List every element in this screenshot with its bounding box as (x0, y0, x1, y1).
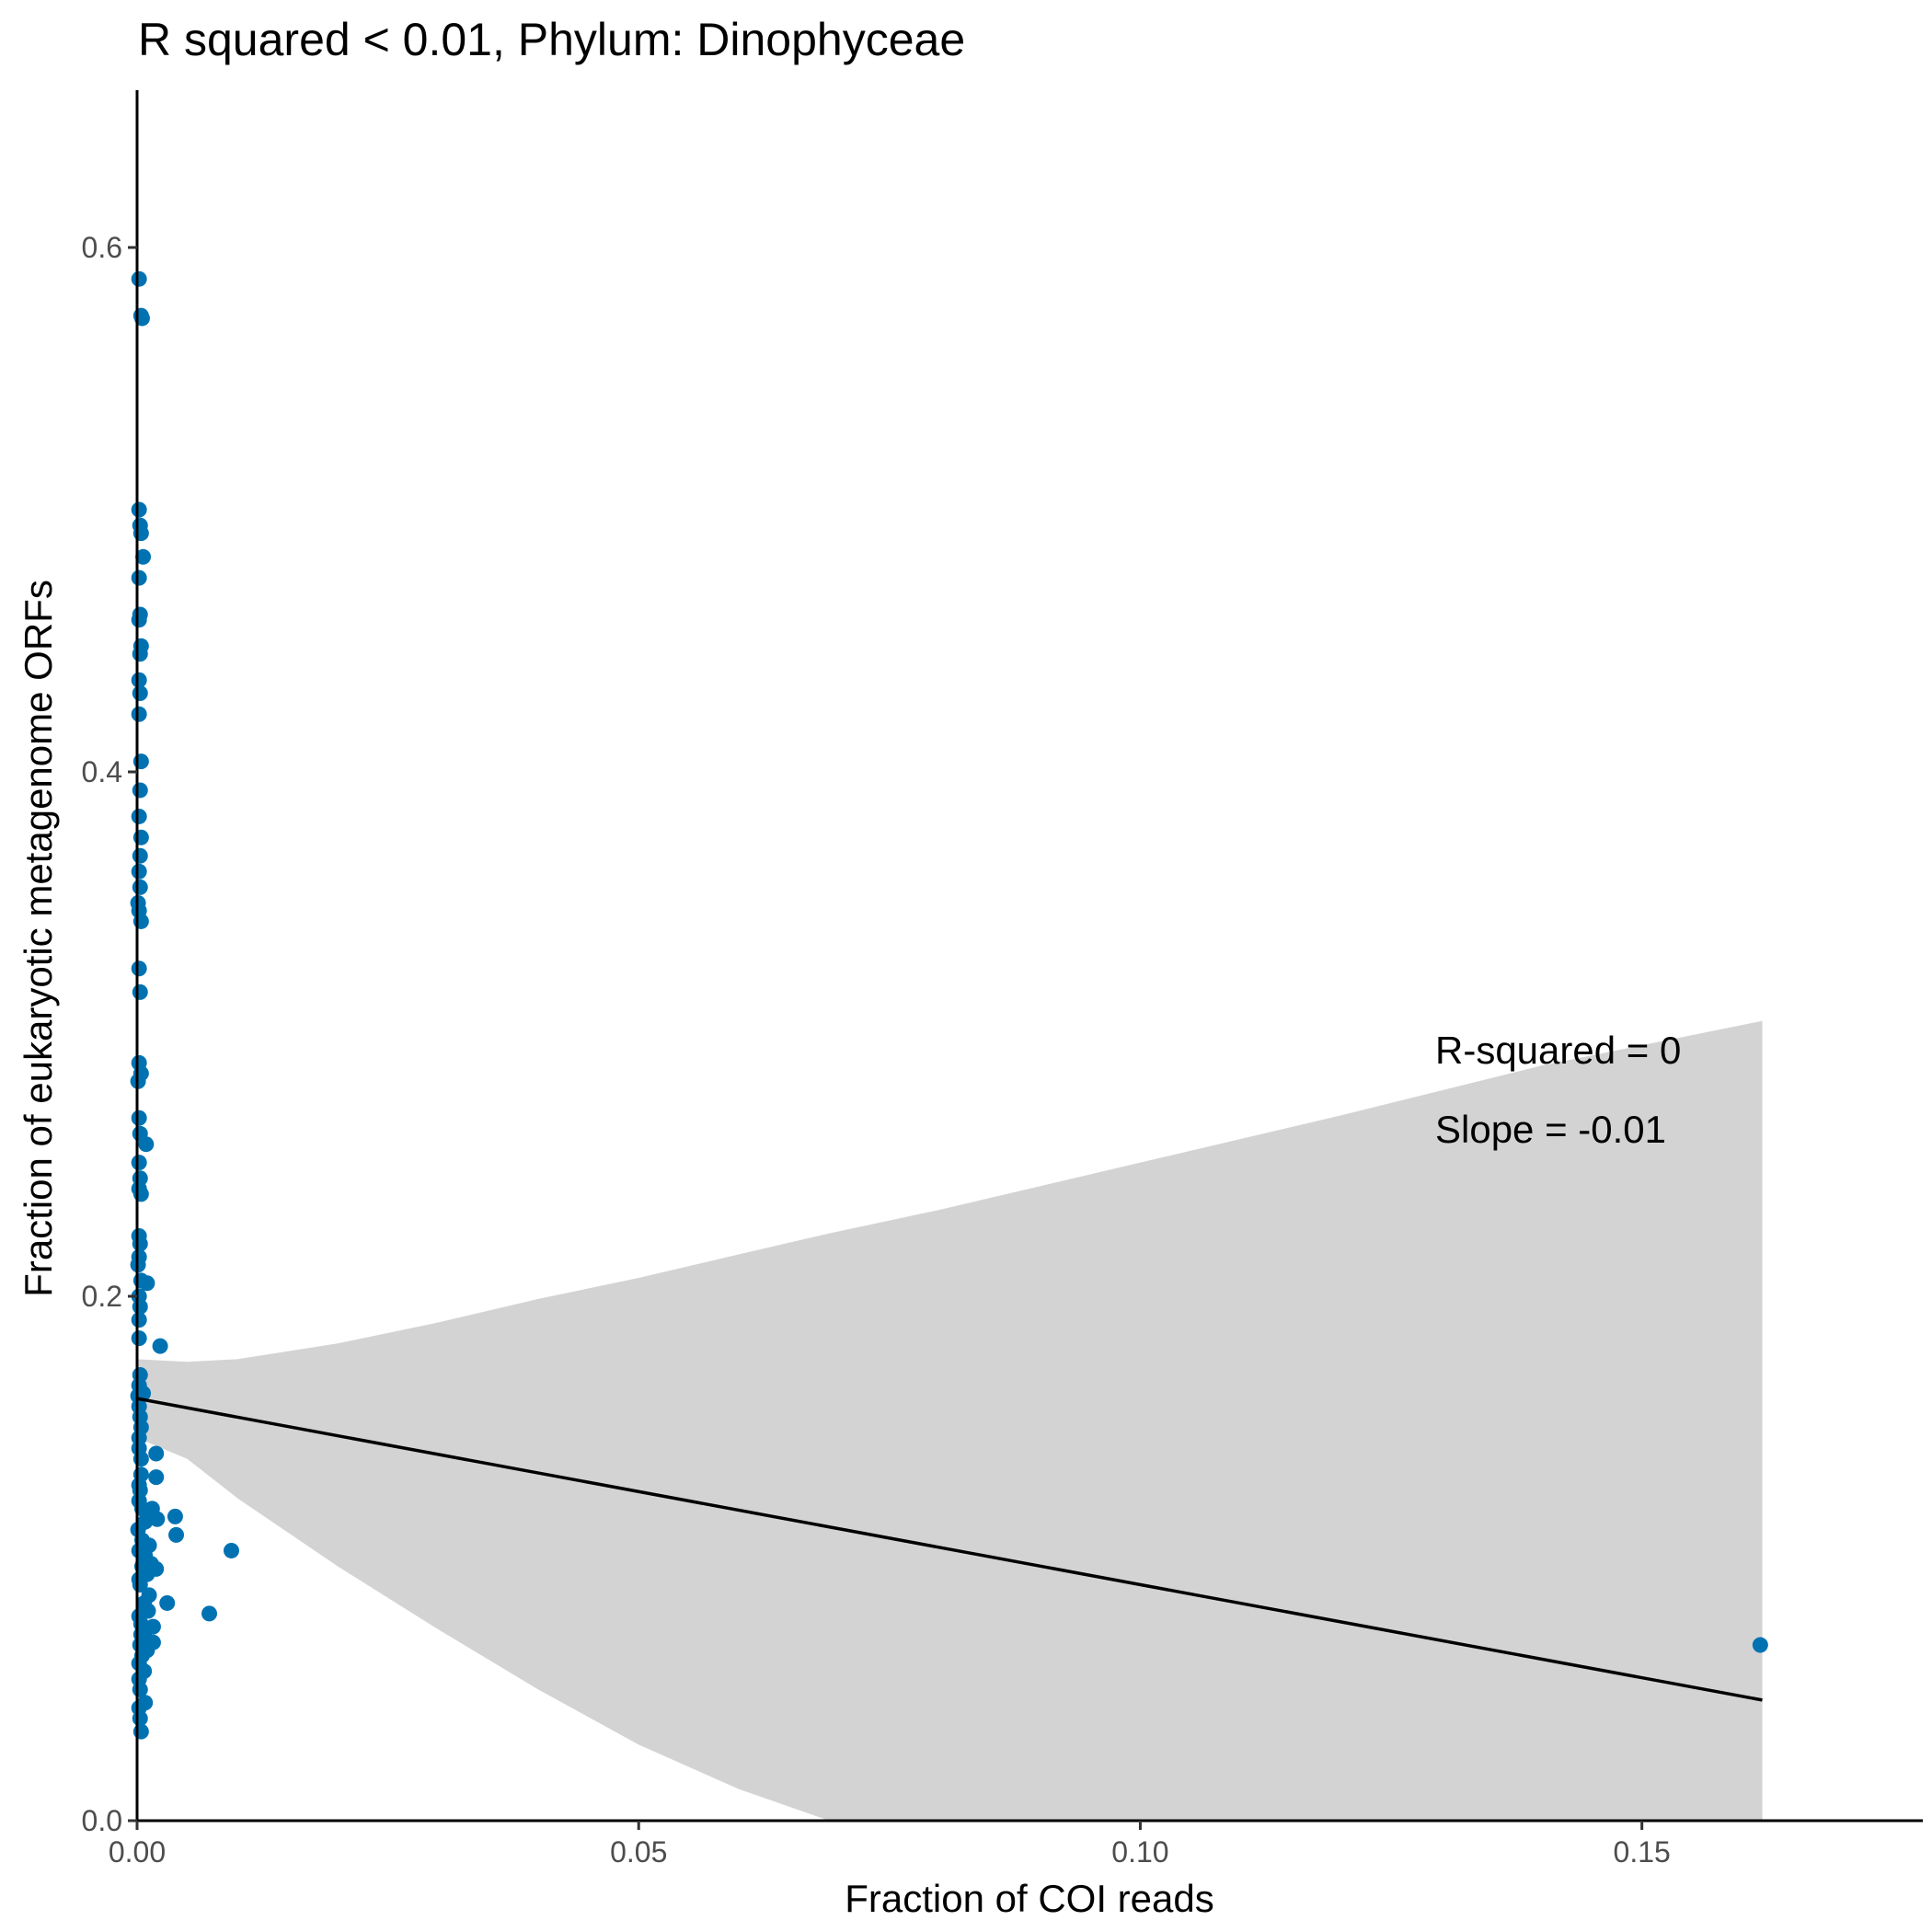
data-point (131, 1330, 147, 1347)
data-point (131, 1312, 147, 1328)
y-tick-label: 0.2 (82, 1280, 122, 1313)
data-point (132, 646, 148, 662)
data-point (224, 1542, 240, 1558)
confidence-band-layer (137, 1020, 1763, 1821)
data-point (132, 847, 148, 864)
data-point (131, 612, 147, 628)
data-point (132, 782, 148, 799)
data-point (131, 672, 147, 688)
data-point (131, 808, 147, 824)
y-tick-label: 0.6 (82, 231, 122, 264)
data-point (132, 685, 148, 701)
data-point (131, 1110, 147, 1126)
data-point (132, 525, 149, 542)
data-point (132, 753, 149, 770)
data-point (167, 1508, 183, 1524)
data-point (148, 1469, 165, 1486)
data-point (132, 1186, 149, 1202)
data-point (131, 960, 147, 977)
data-point (132, 1451, 149, 1467)
regression-line (136, 1397, 1763, 1702)
data-point (139, 1275, 155, 1292)
data-point (131, 501, 147, 518)
data-point (201, 1605, 218, 1622)
data-point (138, 1136, 155, 1153)
data-point (131, 1155, 147, 1171)
r-squared-annotation: R-squared = 0 (1435, 1029, 1681, 1072)
data-point (159, 1594, 176, 1611)
data-point (144, 1618, 161, 1635)
axes (135, 90, 1923, 1823)
data-point (135, 1385, 152, 1401)
data-point (132, 983, 148, 1000)
x-tick-label: 0.15 (1614, 1835, 1671, 1869)
slope-annotation: Slope = -0.01 (1435, 1108, 1666, 1151)
data-point (131, 270, 147, 287)
x-axis-title: Fraction of COI reads (845, 1877, 1213, 1920)
data-point (149, 1511, 166, 1527)
x-tick-label: 0.05 (610, 1835, 667, 1869)
tick-layer: 0.00 0.05 0.10 0.15 0.0 0.2 0.4 0.6 (82, 231, 1671, 1869)
data-point (132, 1723, 149, 1740)
confidence-band (137, 1020, 1763, 1821)
x-tick-label: 0.10 (1111, 1835, 1168, 1869)
data-point (1752, 1637, 1768, 1653)
data-point (132, 913, 149, 929)
chart-title: R squared < 0.01, Phylum: Dinophyceae (138, 14, 965, 65)
data-point (132, 879, 148, 895)
data-point (152, 1338, 168, 1354)
data-point (148, 1445, 165, 1462)
x-tick-label: 0.00 (109, 1835, 166, 1869)
y-tick-label: 0.0 (82, 1804, 122, 1837)
data-point (135, 548, 152, 565)
y-tick-label: 0.4 (82, 755, 122, 788)
data-point (131, 706, 147, 722)
regression-line-layer (136, 1397, 1763, 1702)
data-point (132, 829, 149, 845)
data-point (131, 569, 147, 586)
data-point (131, 863, 147, 880)
data-point (168, 1526, 185, 1543)
y-axis-title: Fraction of eukaryotic metagenome ORFs (17, 580, 60, 1297)
